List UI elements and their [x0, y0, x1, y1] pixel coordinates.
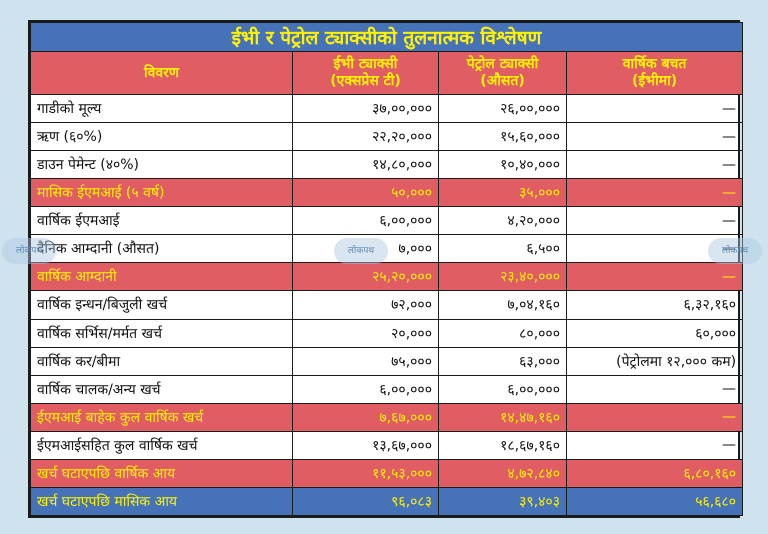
- ev-value: १३,६७,०००: [292, 430, 439, 460]
- ev-value: ९६,०८३: [292, 486, 439, 517]
- table-title: ईभी र पेट्रोल ट्याक्सीको तुलनात्मक विश्ल…: [29, 22, 744, 52]
- row-label: दैनिक आम्दानी (औसत): [30, 234, 293, 264]
- header-row: विवरण ईभी ट्याक्सी (एक्सप्रेस टी) पेट्रोल…: [30, 51, 744, 95]
- table-row: खर्च घटाएपछि मासिक आय ९६,०८३ ३९,४०३ ५६,६८०: [30, 486, 744, 517]
- comparison-table: ईभी र पेट्रोल ट्याक्सीको तुलनात्मक विश्ल…: [29, 22, 744, 517]
- ev-value: ७२,०००: [292, 290, 439, 320]
- header-ev-taxi-text: ईभी ट्याक्सी (एक्सप्रेस टी): [330, 56, 401, 89]
- ev-value: ६,००,०००: [292, 206, 439, 236]
- table-row: ऋण (६०%) २२,२०,००० १५,६०,०००—: [30, 122, 744, 152]
- saving-value: ६,८०,१६०: [565, 458, 744, 488]
- table-row: ईएमआईसहित कुल वार्षिक खर्च १३,६७,००० १८,६७…: [30, 430, 744, 460]
- petrol-value: ३९,४०३: [438, 486, 567, 517]
- table-row: वार्षिक ईएमआई ६,००,००० ४,२०,०००—: [30, 206, 744, 236]
- row-label: वार्षिक चालक/अन्य खर्च: [30, 374, 293, 404]
- petrol-value: ३५,०००: [438, 178, 567, 208]
- ev-value: ७५,०००: [292, 346, 439, 376]
- saving-value: —: [565, 178, 744, 208]
- saving-value: ५६,६८०: [565, 486, 744, 517]
- header-petrol-taxi: पेट्रोल ट्याक्सी (औसत): [438, 51, 567, 95]
- ev-value: ७,०००: [292, 234, 439, 264]
- table-body: गाडीको मूल्य ३७,००,००० २६,००,०००— ऋण (६०%) २…: [30, 93, 744, 517]
- saving-value: —: [565, 122, 744, 152]
- comparison-table-frame: ईभी र पेट्रोल ट्याक्सीको तुलनात्मक विश्ल…: [28, 20, 744, 518]
- row-label: वार्षिक आम्दानी: [30, 262, 293, 292]
- table-row: वार्षिक सर्भिस/मर्मत खर्च २०,००० ८०,००० ६०,…: [30, 318, 744, 348]
- ev-value: २२,२०,०००: [292, 122, 439, 152]
- ev-value: २५,२०,०००: [292, 262, 439, 292]
- saving-value: —: [565, 234, 744, 264]
- table-row: ईएमआई बाहेक कुल वार्षिक खर्च ७,६७,००० १४,४…: [30, 402, 744, 432]
- table-row: डाउन पेमेन्ट (४०%) १४,८०,००० १०,४०,०००—: [30, 150, 744, 180]
- petrol-value: ४,७२,८४०: [438, 458, 567, 488]
- petrol-value: ४,२०,०००: [438, 206, 567, 236]
- petrol-value: १८,६७,१६०: [438, 430, 567, 460]
- header-petrol-taxi-text: पेट्रोल ट्याक्सी (औसत): [466, 56, 539, 89]
- row-label: वार्षिक ईएमआई: [30, 206, 293, 236]
- table-row: खर्च घटाएपछि वार्षिक आय ११,५३,००० ४,७२,८४०…: [30, 458, 744, 488]
- ev-value: ५०,०००: [292, 178, 439, 208]
- header-description: विवरण: [30, 51, 293, 95]
- saving-value: —: [565, 93, 744, 124]
- ev-value: १४,८०,०००: [292, 150, 439, 180]
- petrol-value: ६,००,०००: [438, 374, 567, 404]
- row-label: खर्च घटाएपछि मासिक आय: [30, 486, 293, 517]
- table-row: वार्षिक कर/बीमा ७५,००० ६३,००० (पेट्रोलमा १२…: [30, 346, 744, 376]
- title-row: ईभी र पेट्रोल ट्याक्सीको तुलनात्मक विश्ल…: [29, 22, 744, 52]
- row-label: मासिक ईएमआई (५ वर्ष): [30, 178, 293, 208]
- ev-value: ३७,००,०००: [292, 93, 439, 124]
- row-label: वार्षिक कर/बीमा: [30, 346, 293, 376]
- row-label: ईएमआई बाहेक कुल वार्षिक खर्च: [30, 402, 293, 432]
- watermark-center: लोकपथ: [334, 238, 388, 264]
- watermark-right: लोकपथ: [708, 238, 762, 264]
- table-row: वार्षिक आम्दानी २५,२०,००० २३,४०,०००—: [30, 262, 744, 292]
- petrol-value: ८०,०००: [438, 318, 567, 348]
- ev-value: २०,०००: [292, 318, 439, 348]
- table-row: गाडीको मूल्य ३७,००,००० २६,००,०००—: [30, 93, 744, 124]
- row-label: गाडीको मूल्य: [30, 93, 293, 124]
- saving-value: —: [565, 402, 744, 432]
- header-annual-saving-text: वार्षिक बचत (ईभीमा): [622, 56, 687, 89]
- saving-value: —: [565, 430, 744, 460]
- saving-value: ६,३२,१६०: [565, 290, 744, 320]
- petrol-value: १०,४०,०००: [438, 150, 567, 180]
- petrol-value: ६३,०००: [438, 346, 567, 376]
- petrol-value: ६,५००: [438, 234, 567, 264]
- table-row: दैनिक आम्दानी (औसत) ७,००० ६,५००—: [30, 234, 744, 264]
- ev-value: ६,००,०००: [292, 374, 439, 404]
- petrol-value: ७,०४,१६०: [438, 290, 567, 320]
- saving-value: —: [565, 374, 744, 404]
- table-row: मासिक ईएमआई (५ वर्ष) ५०,००० ३५,०००—: [30, 178, 744, 208]
- row-label: खर्च घटाएपछि वार्षिक आय: [30, 458, 293, 488]
- petrol-value: १५,६०,०००: [438, 122, 567, 152]
- petrol-value: २६,००,०००: [438, 93, 567, 124]
- row-label: वार्षिक इन्धन/बिजुली खर्च: [30, 290, 293, 320]
- ev-value: ७,६७,०००: [292, 402, 439, 432]
- ev-value: ११,५३,०००: [292, 458, 439, 488]
- saving-value: —: [565, 150, 744, 180]
- watermark-left: लोकपथ: [2, 238, 56, 264]
- row-label: डाउन पेमेन्ट (४०%): [30, 150, 293, 180]
- saving-value: —: [565, 262, 744, 292]
- row-label: ईएमआईसहित कुल वार्षिक खर्च: [30, 430, 293, 460]
- header-annual-saving: वार्षिक बचत (ईभीमा): [565, 51, 744, 95]
- saving-value: ६०,०००: [565, 318, 744, 348]
- row-label: ऋण (६०%): [30, 122, 293, 152]
- row-label: वार्षिक सर्भिस/मर्मत खर्च: [30, 318, 293, 348]
- petrol-value: १४,४७,१६०: [438, 402, 567, 432]
- table-row: वार्षिक इन्धन/बिजुली खर्च ७२,००० ७,०४,१६० ६…: [30, 290, 744, 320]
- header-description-text: विवरण: [143, 64, 180, 81]
- saving-value: —: [565, 206, 744, 236]
- header-ev-taxi: ईभी ट्याक्सी (एक्सप्रेस टी): [292, 51, 439, 95]
- table-row: वार्षिक चालक/अन्य खर्च ६,००,००० ६,००,०००—: [30, 374, 744, 404]
- saving-value: (पेट्रोलमा १२,००० कम): [565, 346, 744, 376]
- petrol-value: २३,४०,०००: [438, 262, 567, 292]
